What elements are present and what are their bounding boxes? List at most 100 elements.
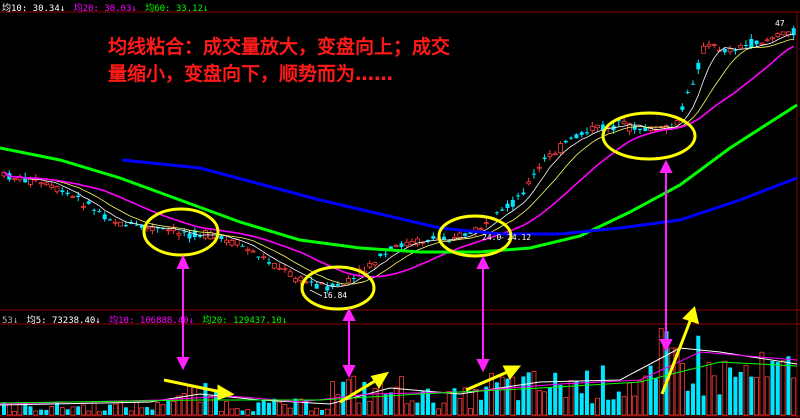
volume-bar [118, 401, 123, 416]
candle-body [49, 184, 55, 189]
volume-bar [108, 404, 112, 415]
volume-bar [426, 388, 430, 415]
volume-bar [33, 410, 39, 416]
volume-bar [123, 407, 128, 415]
volume-bar [160, 404, 166, 416]
candle-body [240, 245, 245, 247]
candle-body [744, 45, 748, 47]
volume-bar [203, 383, 208, 415]
yellow-trend-arrows [163, 306, 700, 404]
candle-body [463, 233, 468, 236]
candle-body [770, 37, 775, 40]
volume-bar [680, 363, 685, 416]
annotation-line-2: 量缩小，变盘向下，顺势而为…… [108, 63, 394, 85]
volume-bar [28, 406, 33, 415]
volume-bar [181, 393, 187, 416]
volume-bar [664, 331, 669, 415]
svg-text:-: - [500, 233, 505, 242]
candle-body [378, 253, 383, 256]
volume-bar [658, 328, 664, 416]
candle-body [494, 212, 499, 214]
candle-body [65, 192, 70, 195]
candle-body [409, 241, 415, 245]
volume-bar [55, 401, 59, 415]
volume-bar [632, 395, 638, 416]
candle-body [780, 31, 786, 36]
volume-bar [76, 406, 81, 415]
candle-body [680, 106, 685, 110]
volume-bar [39, 409, 44, 415]
volume-bar [12, 410, 18, 416]
candle-body [500, 209, 505, 211]
ma-legend: 均10: 30.34↓ 均20: 30.03↓ 均60: 33.12↓ [2, 1, 211, 14]
volume-bar [97, 411, 102, 416]
volume-bar [542, 391, 547, 416]
volume-bar [595, 397, 600, 416]
candle-body [330, 283, 335, 287]
candle-body [711, 44, 717, 46]
candle-body [542, 157, 547, 160]
candle-body [261, 256, 267, 259]
moving-average-lines [0, 33, 798, 288]
volume-bar [473, 388, 479, 416]
volume-bar [642, 375, 648, 416]
volume-bar [484, 386, 489, 415]
candle-body [250, 250, 256, 253]
ma20-legend: 均20: 30.03↓ [73, 4, 137, 14]
volume-bar [192, 387, 198, 416]
candle-body [733, 49, 738, 51]
volume-bar [187, 386, 192, 416]
volume-bar [722, 360, 728, 416]
ma10-line [3, 38, 794, 285]
volume-bar [134, 402, 139, 416]
volume-bar [320, 410, 324, 415]
volume-bar [574, 380, 579, 415]
candle-body [478, 228, 484, 231]
candle-body [600, 124, 605, 131]
volume-bar [44, 409, 49, 415]
volume-bar [627, 382, 632, 416]
volume-bar [510, 376, 516, 416]
vol-ma10-line [0, 351, 798, 405]
candle-body [277, 267, 283, 270]
candle-body [282, 268, 288, 271]
candle-body [632, 126, 637, 130]
candle-body [38, 182, 44, 185]
volume-bar [738, 371, 743, 415]
candle-body [696, 62, 701, 70]
volume-bar [759, 351, 765, 416]
highlight-circle-consolidation-1 [142, 207, 220, 257]
volume-bar [637, 380, 643, 416]
annotation-text: 均线粘合：成交量放大，变盘向上；成交 量缩小，变盘向下，顺势而为…… [108, 34, 548, 88]
candle-body [579, 132, 584, 135]
candle-body [23, 177, 28, 183]
volume-bar [293, 398, 298, 415]
vol-ma20-line [0, 361, 798, 404]
volume-bar [335, 394, 341, 416]
candle-body [335, 283, 340, 286]
volume-bar [585, 370, 589, 415]
candle-body [245, 248, 251, 251]
volume-bar [674, 347, 680, 416]
candle-body [552, 153, 558, 156]
volume-bar [240, 410, 245, 415]
candle-body [638, 128, 642, 131]
candle-body [287, 271, 293, 277]
volume-bar [749, 376, 754, 415]
volume-legend-prefix: 53↓ [2, 316, 19, 326]
candle-body [367, 263, 373, 268]
ma60-legend: 均60: 33.12↓ [145, 4, 209, 14]
candle-body [92, 209, 97, 211]
candle-body [182, 231, 187, 233]
candle-body [754, 40, 759, 45]
volume-bar [600, 365, 605, 415]
volume-bar [298, 398, 304, 416]
volume-bar [251, 411, 256, 415]
volume-bar [489, 372, 495, 416]
highlight-circle-low [300, 265, 376, 311]
volume-legend: 53↓ 均5: 73238.40↓ 均10: 106888.40↓ 均20: 1… [2, 313, 290, 326]
volume-bar [234, 407, 240, 416]
volume-bar [494, 382, 499, 415]
volume-bar [479, 399, 483, 415]
